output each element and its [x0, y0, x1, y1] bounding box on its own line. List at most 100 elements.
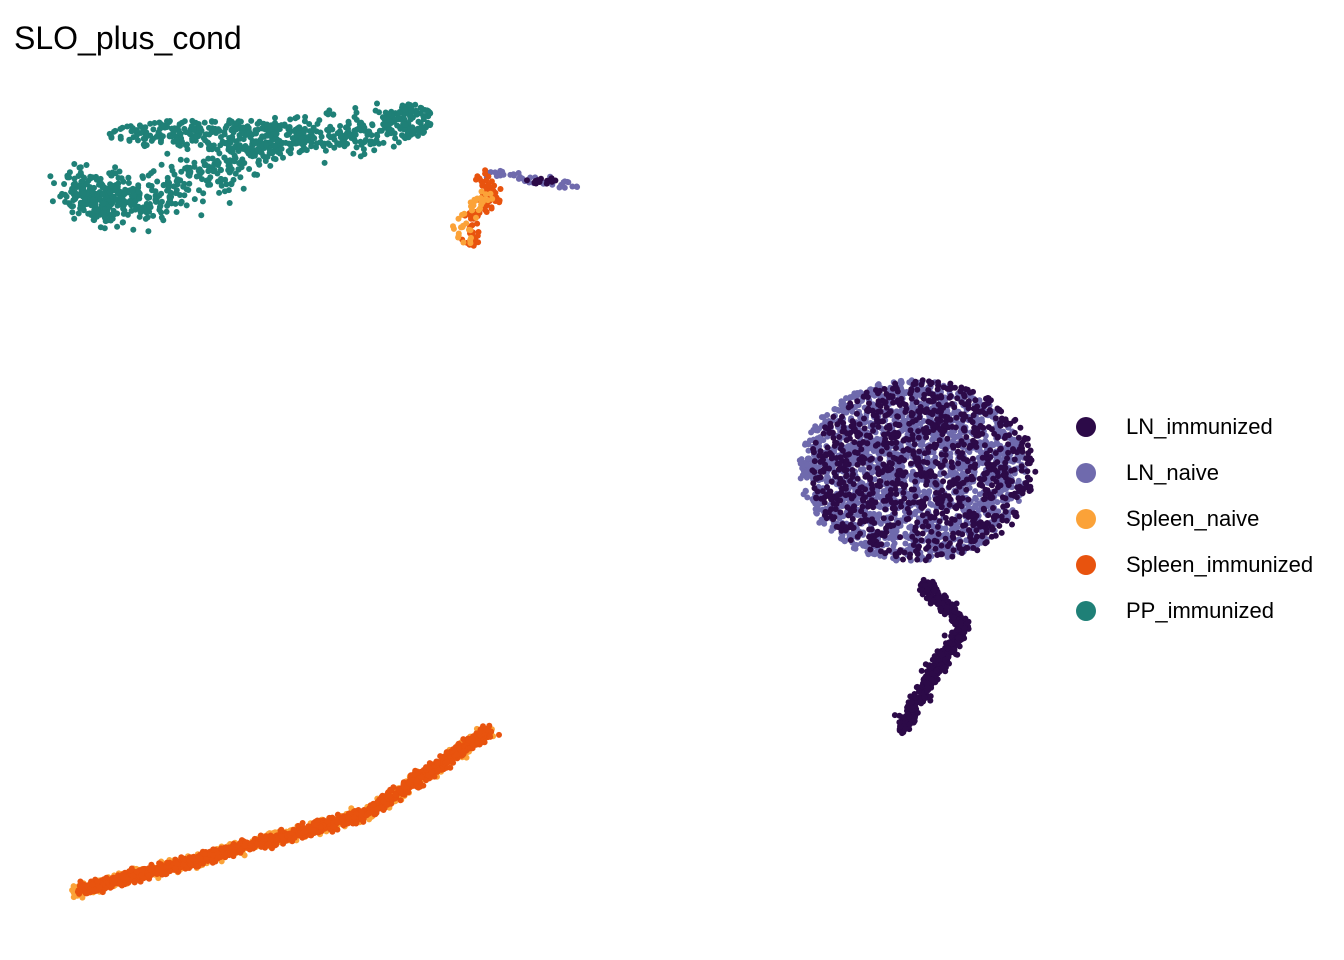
cell-point [351, 114, 358, 120]
cell-point [921, 450, 928, 457]
cell-point [897, 547, 904, 554]
cell-point [931, 588, 938, 595]
cell-point [174, 176, 181, 183]
cell-point [137, 209, 144, 216]
cell-point [158, 161, 165, 168]
cell-point [972, 407, 979, 414]
cell-point [882, 399, 889, 406]
cell-point [925, 523, 932, 530]
cell-point [964, 386, 971, 393]
cell-point [973, 496, 979, 503]
cell-point [839, 503, 846, 510]
cell-point [849, 408, 856, 415]
cell-point [947, 416, 954, 423]
cell-point [183, 157, 190, 164]
cell-point [345, 118, 352, 125]
cell-point [519, 175, 526, 182]
cell-point [963, 434, 970, 440]
cell-point [883, 404, 890, 411]
cell-point [958, 503, 965, 510]
cell-point [995, 484, 1001, 491]
cell-point [896, 422, 903, 429]
cell-point [924, 680, 930, 686]
cell-point [485, 182, 492, 189]
cell-point [382, 121, 389, 128]
cell-point [959, 495, 966, 502]
cell-point [919, 530, 926, 537]
cell-point [880, 473, 887, 480]
cell-point [981, 442, 988, 449]
cell-point [920, 576, 927, 583]
cell-point [80, 190, 87, 197]
cell-point [302, 114, 309, 120]
cell-point [906, 447, 913, 453]
cell-point [960, 416, 967, 422]
cell-point [805, 455, 812, 462]
cell-point [301, 118, 308, 125]
cell-point [937, 493, 944, 500]
cell-point [948, 649, 955, 656]
cell-point [919, 591, 926, 598]
cell-point [145, 228, 152, 235]
cell-point [1017, 424, 1024, 431]
cell-point [983, 539, 990, 546]
cell-point [203, 131, 210, 138]
cell-point [874, 382, 881, 389]
cell-point [374, 100, 380, 107]
cell-point [982, 486, 989, 493]
cell-point [1018, 467, 1025, 474]
cell-point [826, 465, 832, 472]
cell-point [811, 469, 818, 475]
cell-point [1009, 521, 1015, 528]
cell-point [961, 625, 968, 632]
cell-point [150, 126, 157, 133]
cell-point [173, 187, 180, 194]
cell-point [163, 208, 170, 215]
cell-point [564, 178, 571, 185]
cell-point [946, 639, 953, 646]
cell-point [939, 487, 946, 494]
cell-point [927, 500, 934, 507]
cell-point [842, 492, 849, 499]
cell-point [876, 478, 883, 485]
cell-point [267, 162, 274, 169]
cell-point [1000, 472, 1007, 479]
cell-point [409, 114, 416, 121]
umap-scatter-plot [47, 100, 1039, 901]
cell-point [327, 123, 334, 130]
cell-point [106, 189, 113, 196]
cell-point [953, 414, 960, 421]
cell-point [933, 509, 940, 516]
cell-point [895, 520, 902, 526]
cell-point [839, 485, 845, 492]
cell-point [229, 125, 236, 132]
cell-point [223, 181, 230, 188]
cell-point [479, 181, 486, 188]
cell-point [970, 437, 977, 444]
cell-point [302, 146, 309, 153]
cell-point [941, 592, 948, 599]
cell-point [840, 420, 847, 426]
cell-point [124, 211, 131, 218]
cell-point [956, 513, 963, 520]
cell-point [156, 206, 163, 213]
cell-point [246, 166, 253, 172]
cell-point [938, 542, 945, 549]
cell-point [221, 131, 228, 138]
cell-point [927, 664, 934, 671]
cell-point [993, 513, 1000, 519]
cell-point [101, 214, 108, 221]
cell-point [117, 126, 124, 132]
cell-point [939, 510, 946, 517]
cell-point [969, 512, 976, 519]
cell-point [61, 181, 68, 187]
cell-point [1024, 468, 1031, 475]
cell-point [238, 164, 245, 171]
cell-point [969, 455, 976, 462]
cell-point [921, 391, 928, 398]
cell-point [964, 545, 971, 551]
cell-point [475, 207, 482, 214]
cell-point [205, 155, 212, 162]
cell-point [120, 219, 126, 226]
cell-point [880, 515, 887, 522]
